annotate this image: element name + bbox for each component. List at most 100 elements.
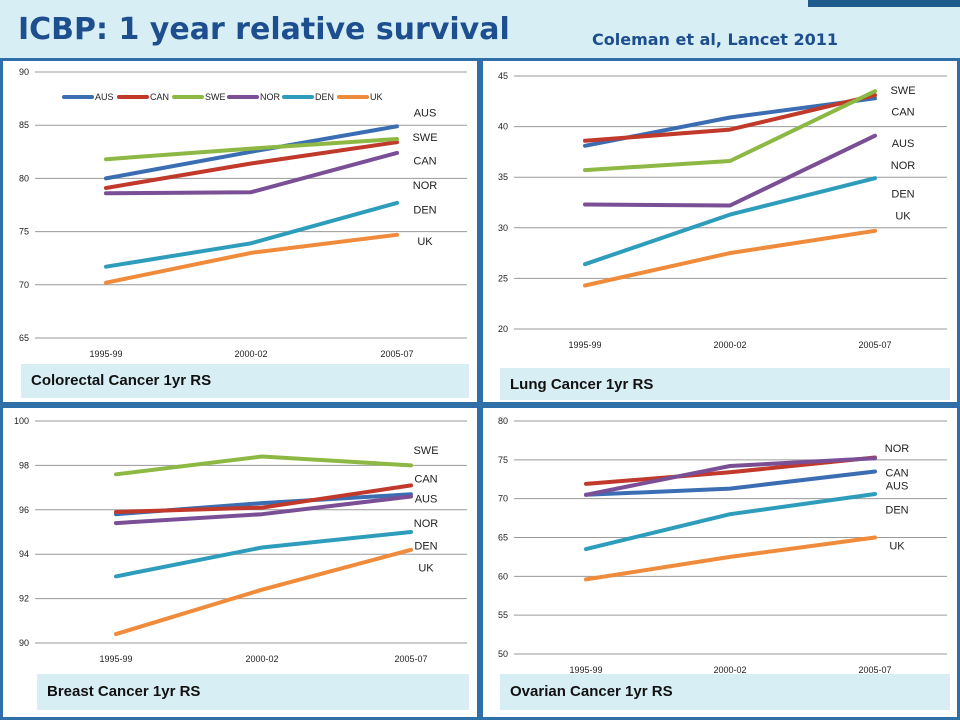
annotation-label: CAN bbox=[891, 106, 914, 118]
x-tick-label: 2005-07 bbox=[858, 340, 891, 350]
y-tick-label: 80 bbox=[19, 173, 29, 183]
annotation-label: DEN bbox=[885, 505, 908, 517]
chart-breast: 90 92 94 96 98 100 1995-99 2000-02 2005-07 SWE CAN… bbox=[14, 416, 467, 664]
chart-ovarian: 50 55 60 65 70 75 80 1995-99 2000-02 2005-07 NOR CA… bbox=[498, 416, 947, 675]
chart-caption-lung: Lung Cancer 1yr RS bbox=[500, 368, 950, 400]
annotation-label: NOR bbox=[413, 180, 438, 192]
chart-lung: 20 25 30 35 40 45 1995-99 2000-02 2005-07 SWE CAN A… bbox=[498, 71, 947, 350]
series-line-nor bbox=[584, 456, 877, 497]
series-line-uk bbox=[584, 535, 877, 582]
annotation-label: NOR bbox=[885, 443, 910, 455]
series-line-can bbox=[104, 140, 399, 190]
x-tick-label: 2000-02 bbox=[245, 654, 278, 664]
y-tick-label: 50 bbox=[498, 649, 508, 659]
y-tick-label: 70 bbox=[19, 280, 29, 290]
y-tick-label: 90 bbox=[19, 67, 29, 77]
y-tick-label: 75 bbox=[498, 455, 508, 465]
legend-label: CAN bbox=[150, 92, 169, 102]
annotation-label: SWE bbox=[890, 85, 915, 97]
y-tick-label: 35 bbox=[498, 172, 508, 182]
frame-bottom bbox=[0, 717, 960, 720]
annotation-label: UK bbox=[417, 236, 433, 248]
y-tick-label: 94 bbox=[19, 549, 29, 559]
series-line-aus bbox=[104, 124, 399, 181]
annotation-label: AUS bbox=[415, 494, 438, 506]
y-tick-label: 60 bbox=[498, 571, 508, 581]
series-line-den bbox=[104, 200, 399, 269]
chart-caption-breast: Breast Cancer 1yr RS bbox=[37, 674, 469, 710]
y-tick-label: 30 bbox=[498, 223, 508, 233]
y-tick-label: 65 bbox=[498, 533, 508, 543]
annotation-label: AUS bbox=[892, 138, 915, 150]
series-line-uk bbox=[583, 228, 877, 288]
chart-caption-colorectal: Colorectal Cancer 1yr RS bbox=[21, 364, 469, 398]
y-tick-label: 55 bbox=[498, 610, 508, 620]
y-tick-label: 70 bbox=[498, 494, 508, 504]
series-line-den bbox=[114, 530, 413, 579]
y-tick-label: 90 bbox=[19, 638, 29, 648]
x-tick-label: 1995-99 bbox=[89, 349, 122, 359]
annotation-label: CAN bbox=[414, 474, 437, 486]
annotation-label: DEN bbox=[413, 204, 436, 216]
annotation-label: AUS bbox=[886, 480, 909, 492]
x-tick-label: 2000-02 bbox=[713, 665, 746, 675]
x-tick-label: 2005-07 bbox=[394, 654, 427, 664]
x-tick-label: 2000-02 bbox=[234, 349, 267, 359]
annotation-label: SWE bbox=[413, 445, 438, 457]
annotation-label: SWE bbox=[412, 132, 437, 144]
frame-right bbox=[957, 58, 960, 720]
series-line-swe bbox=[583, 89, 877, 173]
chart-panel-ovarian: 50 55 60 65 70 75 80 1995-99 2000-02 2005-07 NOR CA… bbox=[483, 408, 957, 717]
y-tick-label: 65 bbox=[19, 333, 29, 343]
chart-caption-ovarian: Ovarian Cancer 1yr RS bbox=[500, 674, 950, 710]
series-line-nor bbox=[104, 150, 399, 196]
y-tick-label: 75 bbox=[19, 227, 29, 237]
y-tick-label: 45 bbox=[498, 71, 508, 81]
citation: Coleman et al, Lancet 2011 bbox=[592, 30, 838, 49]
series-line-nor bbox=[114, 494, 413, 526]
annotation-label: UK bbox=[418, 563, 434, 575]
series-line-uk bbox=[114, 547, 413, 637]
x-tick-label: 1995-99 bbox=[569, 665, 602, 675]
y-tick-label: 100 bbox=[14, 416, 29, 426]
x-tick-label: 2000-02 bbox=[713, 340, 746, 350]
series-line-can bbox=[114, 483, 413, 514]
series-line-den bbox=[583, 176, 877, 267]
frame-middle-v bbox=[477, 58, 483, 720]
annotation-label: UK bbox=[889, 540, 905, 552]
annotation-label: AUS bbox=[414, 107, 437, 119]
y-tick-label: 25 bbox=[498, 273, 508, 283]
x-tick-label: 1995-99 bbox=[568, 340, 601, 350]
annotation-label: CAN bbox=[413, 155, 436, 167]
chart-panel-colorectal: 65 70 75 80 85 90 1995-99 2000-02 2005-07 AUS SWE C… bbox=[3, 61, 477, 402]
chart-panel-breast: 90 92 94 96 98 100 1995-99 2000-02 2005-07 SWE CAN… bbox=[3, 408, 477, 717]
series-line-swe bbox=[114, 454, 413, 477]
frame-left bbox=[0, 58, 3, 720]
page-title: ICBP: 1 year relative survival bbox=[18, 12, 510, 47]
frame-middle-h bbox=[0, 402, 960, 408]
series-line-aus bbox=[584, 469, 877, 497]
y-tick-label: 80 bbox=[498, 416, 508, 426]
legend-label: AUS bbox=[95, 92, 114, 102]
legend-label: UK bbox=[370, 92, 383, 102]
accent-bar bbox=[808, 0, 960, 7]
annotation-label: NOR bbox=[891, 160, 916, 172]
annotation-label: DEN bbox=[414, 540, 437, 552]
x-tick-label: 1995-99 bbox=[99, 654, 132, 664]
chart-colorectal: 65 70 75 80 85 90 1995-99 2000-02 2005-07 AUS SWE C… bbox=[19, 67, 467, 359]
annotation-label: UK bbox=[895, 211, 911, 223]
y-tick-label: 96 bbox=[19, 505, 29, 515]
y-tick-label: 85 bbox=[19, 120, 29, 130]
series-line-swe bbox=[104, 137, 399, 162]
annotation-label: NOR bbox=[414, 518, 439, 530]
header-band bbox=[0, 0, 960, 58]
series-line-can bbox=[583, 93, 877, 143]
y-tick-label: 20 bbox=[498, 324, 508, 334]
series-line-den bbox=[584, 492, 877, 552]
legend-label: SWE bbox=[205, 92, 226, 102]
annotation-label: CAN bbox=[885, 467, 908, 479]
series-line-uk bbox=[104, 232, 399, 285]
legend-label: NOR bbox=[260, 92, 281, 102]
series-line-nor bbox=[583, 133, 877, 208]
chart-panel-lung: 20 25 30 35 40 45 1995-99 2000-02 2005-07 SWE CAN A… bbox=[483, 61, 957, 402]
